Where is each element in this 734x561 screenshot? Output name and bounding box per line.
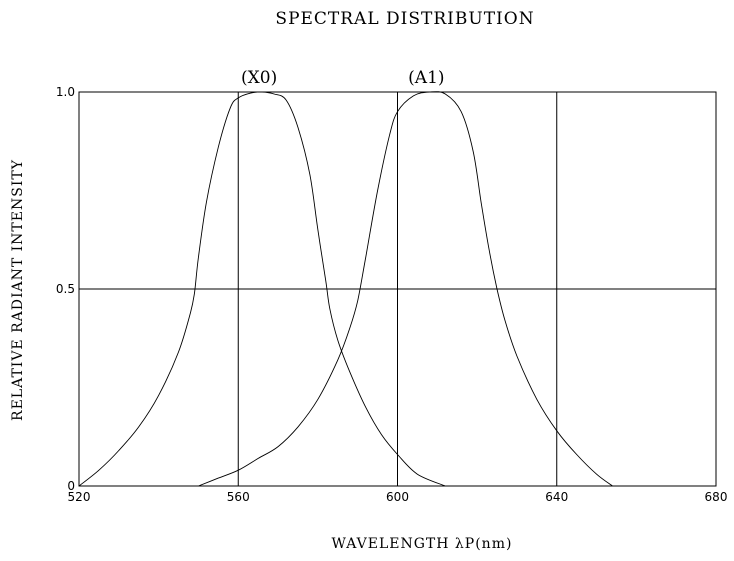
y-tick-label: 0	[67, 479, 75, 493]
plot-area-border	[78, 91, 717, 487]
x-tick-label: 680	[705, 490, 728, 504]
x-tick-label: 600	[386, 490, 409, 504]
series-line-2	[198, 91, 613, 487]
y-tick-label: 0.5	[56, 282, 75, 296]
series-labels: (X0) (A1)	[241, 68, 444, 88]
grid-lines	[79, 92, 716, 486]
y-axis-label: RELATIVE RADIANT INTENSITY	[10, 159, 26, 421]
chart-title: SPECTRAL DISTRIBUTION	[275, 9, 534, 29]
tick-labels: 520 560 600 640 680 0 0.5 1.0	[56, 85, 728, 504]
x-axis-label: WAVELENGTH λP(nm)	[332, 536, 513, 552]
y-tick-label: 1.0	[56, 85, 75, 99]
x-tick-label: 560	[227, 490, 250, 504]
x-tick-label: 640	[545, 490, 568, 504]
x-tick-label: 520	[68, 490, 91, 504]
series-label-2: (A1)	[408, 68, 444, 88]
series-label-1: (X0)	[241, 68, 277, 88]
